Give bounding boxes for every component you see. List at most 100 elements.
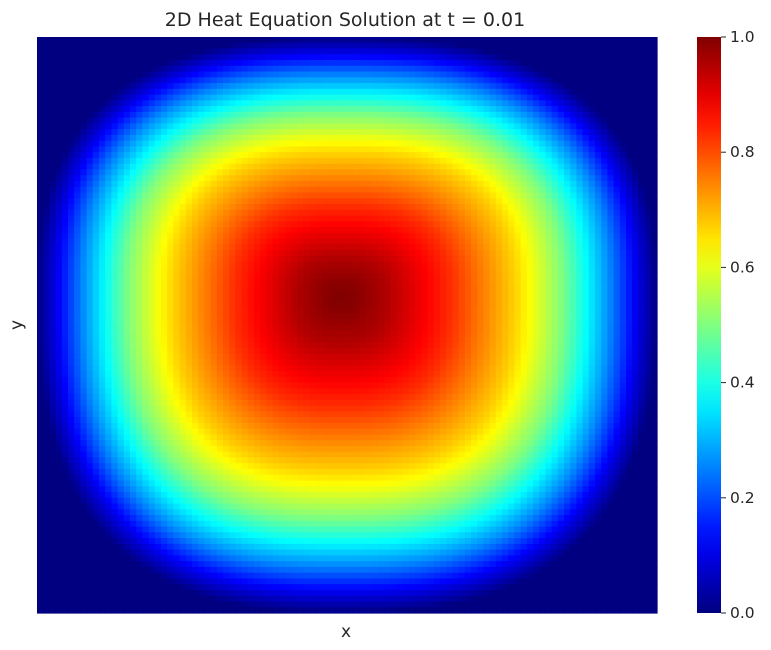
heatmap-cell (378, 232, 385, 240)
heatmap-cell (489, 261, 497, 268)
heatmap-cell (309, 238, 317, 245)
heatmap-cell (539, 175, 546, 182)
heatmap-cell (446, 152, 453, 159)
heatmap-cell (117, 134, 125, 142)
heatmap-cell (613, 163, 621, 171)
heatmap-cell (241, 129, 249, 136)
heatmap-cell (130, 244, 137, 251)
heatmap-cell (384, 169, 391, 176)
heatmap-cell (297, 278, 305, 286)
heatmap-cell (235, 146, 243, 153)
heatmap-cell (607, 204, 615, 211)
heatmap-cell (638, 140, 646, 148)
heatmap-cell (638, 83, 646, 90)
heatmap-cell (526, 65, 534, 73)
heatmap-cell (477, 94, 484, 101)
heatmap-cell (173, 284, 181, 292)
heatmap-cell (130, 129, 137, 136)
heatmap-cell (105, 209, 112, 217)
heatmap-cell (464, 42, 472, 50)
heatmap-cell (148, 152, 156, 159)
heatmap-cell (260, 134, 267, 142)
heatmap-cell (247, 244, 255, 251)
heatmap-cell (440, 250, 447, 257)
heatmap-cell (564, 284, 571, 292)
heatmap-cell (402, 238, 410, 245)
heatmap-cell (365, 244, 373, 251)
heatmap-cell (582, 290, 590, 297)
heatmap-cell (371, 278, 379, 286)
heatmap-cell (179, 42, 187, 50)
heatmap-cell (495, 146, 503, 153)
heatmap-cell (353, 106, 360, 113)
heatmap-cell (551, 88, 559, 96)
heatmap-cell (148, 181, 156, 188)
heatmap-cell (123, 221, 131, 228)
heatmap-cell (229, 313, 236, 320)
heatmap-cell (161, 42, 168, 50)
heatmap-cell (117, 83, 125, 90)
heatmap-cell (43, 65, 50, 73)
heatmap-cell (80, 227, 88, 234)
heatmap-cell (433, 181, 441, 188)
heatmap-cell (210, 54, 218, 61)
heatmap-cell (254, 134, 261, 142)
heatmap-cell (508, 307, 515, 315)
heatmap-cell (105, 255, 112, 263)
heatmap-cell (185, 186, 193, 194)
heatmap-cell (582, 307, 590, 315)
heatmap-cell (483, 255, 491, 263)
heatmap-cell (588, 88, 596, 96)
heatmap-cell (576, 146, 584, 153)
heatmap-cell (37, 290, 44, 297)
heatmap-cell (142, 238, 150, 245)
heatmap-cell (582, 278, 590, 286)
heatmap-cell (204, 106, 212, 113)
heatmap-cell (564, 204, 571, 211)
heatmap-cell (452, 209, 460, 217)
heatmap-cell (570, 284, 577, 292)
heatmap-cell (272, 227, 280, 234)
heatmap-cell (402, 232, 410, 240)
heatmap-cell (235, 319, 243, 326)
heatmap-cell (173, 48, 181, 55)
heatmap-cell (340, 169, 348, 176)
heatmap-cell (161, 227, 168, 234)
heatmap-cell (390, 123, 398, 130)
heatmap-cell (161, 198, 168, 205)
heatmap-cell (111, 284, 119, 292)
heatmap-cell (483, 37, 491, 44)
heatmap-cell (303, 100, 311, 107)
heatmap-cell (595, 77, 602, 84)
heatmap-cell (92, 83, 100, 90)
heatmap-cell (545, 71, 553, 78)
heatmap-cell (415, 290, 422, 297)
heatmap-cell (161, 215, 168, 222)
heatmap-cell (613, 111, 621, 119)
heatmap-cell (210, 250, 218, 257)
heatmap-cell (117, 94, 125, 101)
heatmap-cell (427, 296, 435, 303)
heatmap-cell (173, 238, 181, 245)
heatmap-cell (539, 117, 546, 124)
heatmap-cell (576, 284, 584, 292)
heatmap-cell (477, 117, 484, 124)
heatmap-cell (328, 209, 336, 217)
heatmap-cell (502, 319, 509, 326)
heatmap-cell (291, 94, 298, 101)
heatmap-cell (365, 307, 373, 315)
heatmap-cell (179, 250, 187, 257)
heatmap-cell (626, 146, 633, 153)
heatmap-cell (334, 238, 342, 245)
heatmap-cell (167, 169, 174, 176)
heatmap-cell (43, 77, 50, 84)
heatmap-cell (483, 111, 491, 119)
heatmap-cell (272, 250, 280, 257)
heatmap-cell (142, 192, 150, 199)
heatmap-cell (266, 290, 274, 297)
heatmap-cell (37, 181, 44, 188)
heatmap-cell (545, 278, 553, 286)
heatmap-cell (123, 71, 131, 78)
heatmap-cell (539, 273, 546, 280)
heatmap-cell (421, 157, 429, 165)
